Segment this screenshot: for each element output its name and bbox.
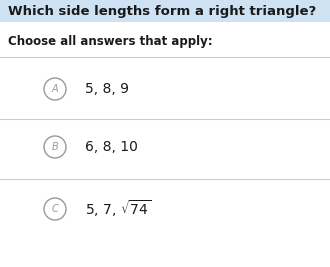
- Text: Choose all answers that apply:: Choose all answers that apply:: [8, 36, 213, 49]
- Text: C: C: [51, 204, 58, 214]
- Text: B: B: [51, 142, 58, 152]
- Text: 5, 8, 9: 5, 8, 9: [85, 82, 129, 96]
- Text: A: A: [52, 84, 58, 94]
- Text: Which side lengths form a right triangle?: Which side lengths form a right triangle…: [8, 5, 316, 18]
- Text: 6, 8, 10: 6, 8, 10: [85, 140, 138, 154]
- Text: 5, 7, $\sqrt{74}$: 5, 7, $\sqrt{74}$: [85, 199, 151, 219]
- FancyBboxPatch shape: [0, 0, 330, 22]
